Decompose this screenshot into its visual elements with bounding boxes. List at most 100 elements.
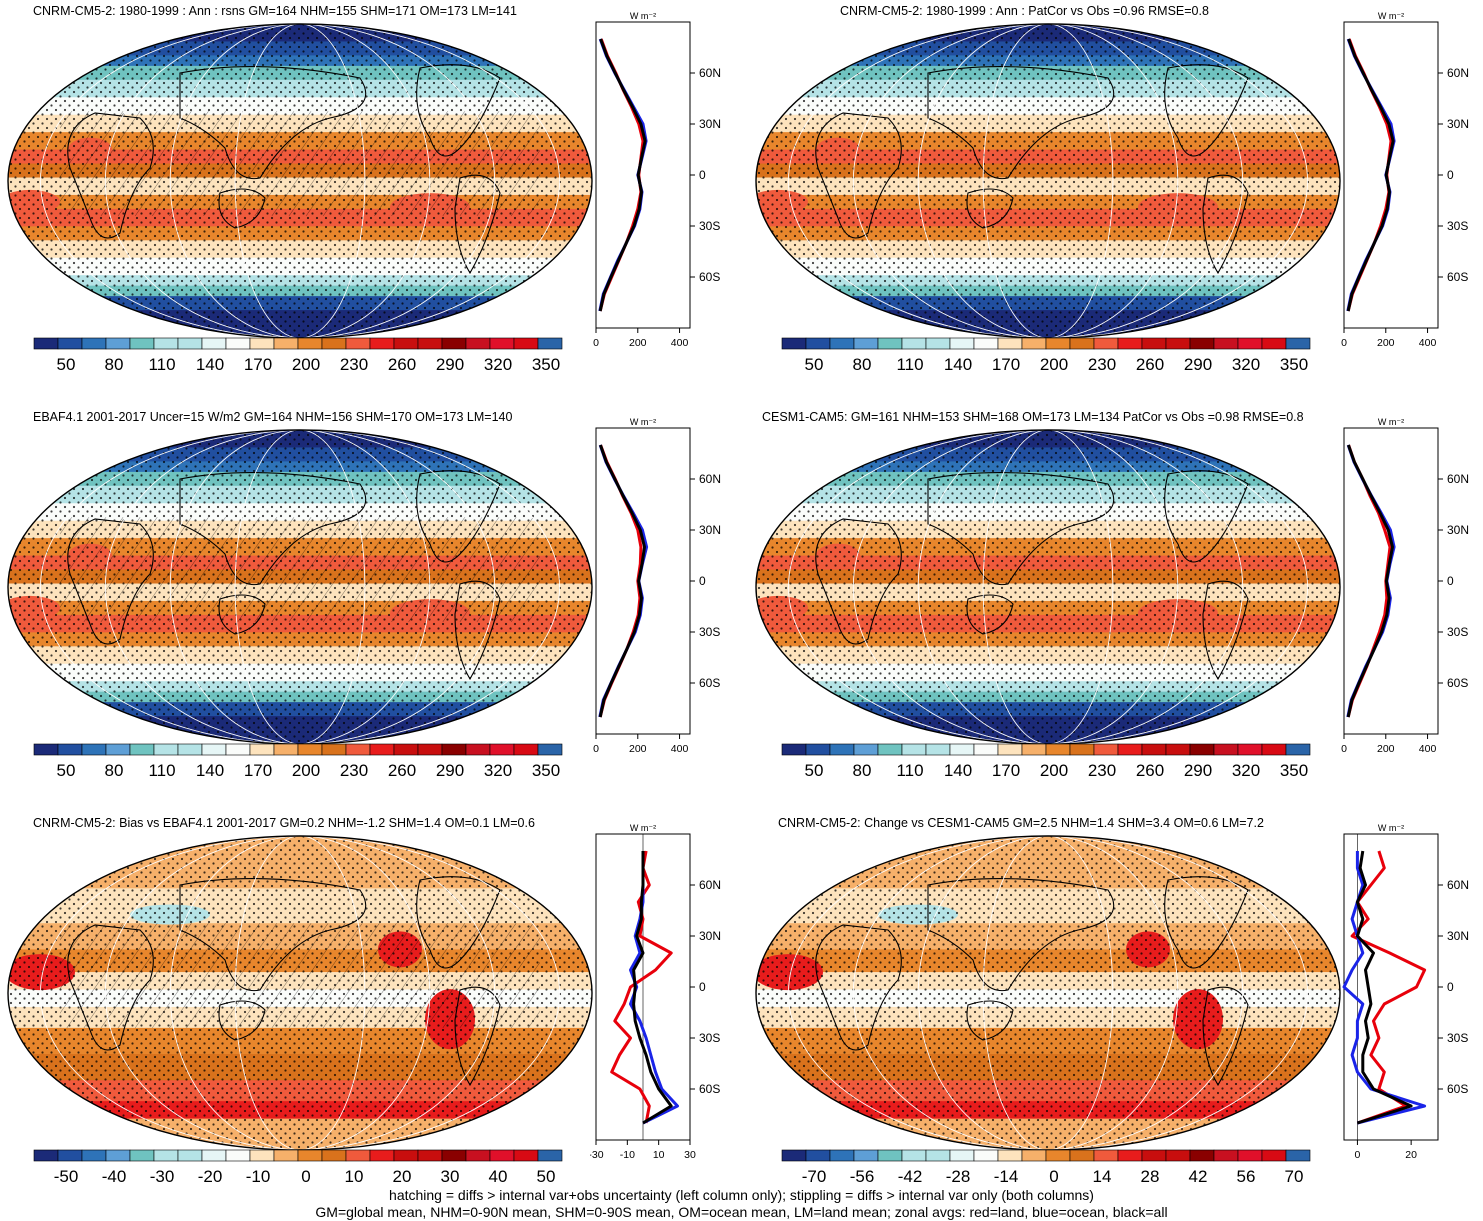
colorbar-box xyxy=(345,1149,371,1162)
colorbar-tick-label: 260 xyxy=(388,355,416,374)
colorbar-tick-label: 260 xyxy=(1136,355,1164,374)
colorbar-tick-label: -14 xyxy=(994,1167,1019,1186)
zonal-ytick-label: 0 xyxy=(1447,980,1454,994)
colorbar-box xyxy=(781,1149,807,1162)
colorbar-box xyxy=(1261,337,1287,350)
graticule-line xyxy=(982,24,1114,338)
colorbar-tick-label: 80 xyxy=(853,355,872,374)
colorbar-box xyxy=(441,337,467,350)
graticule-line xyxy=(169,836,431,1150)
colorbar-box xyxy=(273,337,299,350)
graticule-line xyxy=(169,24,431,338)
zonal-xtick-label: 0 xyxy=(1341,743,1347,755)
colorbar-tick-label: 110 xyxy=(896,355,923,374)
colorbar-box xyxy=(537,1149,563,1162)
colorbar-box xyxy=(153,743,179,756)
colorbar-box xyxy=(1069,337,1095,350)
colorbar-box xyxy=(201,1149,227,1162)
map-field xyxy=(8,836,592,1150)
colorbar-box xyxy=(1045,1149,1071,1162)
zonal-ytick-label: 30S xyxy=(1447,625,1468,639)
colorbar-box xyxy=(1069,743,1095,756)
colorbar-box xyxy=(33,743,59,756)
world-map xyxy=(7,835,593,1151)
colorbar-box xyxy=(129,337,155,350)
graticule-line xyxy=(104,430,496,744)
colorbar-box xyxy=(1069,1149,1095,1162)
colorbar-box xyxy=(1045,743,1071,756)
zonal-ytick-label: 30S xyxy=(699,219,720,233)
colorbar-tick-label: -20 xyxy=(198,1167,223,1186)
colorbar-tick-label: 350 xyxy=(532,761,560,780)
colorbar-tick-label: 290 xyxy=(1184,761,1212,780)
colorbar-box xyxy=(297,743,323,756)
colorbar-box xyxy=(417,743,443,756)
colorbar-box xyxy=(1093,337,1119,350)
colorbar-box xyxy=(1165,1149,1191,1162)
colorbar-box xyxy=(249,1149,275,1162)
colorbar-tick-label: 50 xyxy=(537,1167,556,1186)
zonal-all-line xyxy=(598,38,647,312)
colorbar-box xyxy=(465,337,491,350)
colorbar-box xyxy=(829,337,855,350)
zonal-ytick-label: 30S xyxy=(699,625,720,639)
colorbar-box xyxy=(1237,1149,1263,1162)
zonal-ytick-label: 30S xyxy=(699,1031,720,1045)
zonal-all-line xyxy=(1346,444,1394,718)
hatching xyxy=(60,923,540,1028)
colorbar-tick-label: 200 xyxy=(1040,761,1068,780)
panel-4: CNRM-CM5-2: Bias vs EBAF4.1 2001-2017 GM… xyxy=(0,812,740,1187)
colorbar-box xyxy=(997,337,1023,350)
colorbar-box xyxy=(225,337,251,350)
colorbar-box xyxy=(877,1149,903,1162)
colorbar-box xyxy=(1141,337,1167,350)
colorbar-box xyxy=(177,1149,203,1162)
colorbar: 50 80 110 140 170 200 230 260 290 320 350 xyxy=(781,743,1311,780)
graticule-line xyxy=(788,430,1308,744)
zonal-xtick-label: 400 xyxy=(1419,337,1437,349)
zonal-ytick-label: 0 xyxy=(1447,574,1454,588)
colorbar-tick-label: -50 xyxy=(54,1167,79,1186)
colorbar-box xyxy=(1117,1149,1143,1162)
colorbar-box xyxy=(1093,1149,1119,1162)
colorbar-box xyxy=(1285,337,1311,350)
colorbar-box xyxy=(1285,743,1311,756)
colorbar-tick-label: -10 xyxy=(246,1167,271,1186)
zonal-unit-label: W m⁻² xyxy=(630,11,656,21)
zonal-xtick-label: -10 xyxy=(620,1149,635,1161)
world-map xyxy=(755,429,1341,745)
map-field xyxy=(8,24,592,338)
zonal-xtick-label: 0 xyxy=(1341,337,1347,349)
colorbar-tick-label: 290 xyxy=(436,761,464,780)
colorbar-box xyxy=(225,743,251,756)
colorbar-box xyxy=(1189,1149,1215,1162)
colorbar-box xyxy=(177,743,203,756)
zonal-ytick-label: 30N xyxy=(1447,929,1469,943)
colorbar-box xyxy=(369,1149,395,1162)
colorbar-box xyxy=(81,1149,107,1162)
colorbar: -70 -56 -42 -28 -14 0 14 28 42 56 70 xyxy=(781,1149,1311,1186)
colorbar-box xyxy=(805,743,831,756)
colorbar-box xyxy=(273,1149,299,1162)
stippling xyxy=(756,836,1340,1150)
zonal-ytick-label: 0 xyxy=(699,980,706,994)
colorbar-box xyxy=(105,743,131,756)
map-field xyxy=(8,430,592,744)
zonal-ytick-label: 30N xyxy=(1447,523,1469,537)
panel-1: CNRM-CM5-2: 1980-1999 : Ann : PatCor vs … xyxy=(748,0,1483,395)
hatching xyxy=(60,517,540,622)
colorbar-tick-label: 350 xyxy=(1280,761,1308,780)
colorbar-box xyxy=(249,743,275,756)
stippling xyxy=(756,430,1340,744)
colorbar-box xyxy=(1261,743,1287,756)
colorbar-tick-label: -40 xyxy=(102,1167,127,1186)
colorbar-box xyxy=(1093,743,1119,756)
colorbar-box xyxy=(393,1149,419,1162)
colorbar-box xyxy=(81,743,107,756)
colorbar-box xyxy=(201,337,227,350)
colorbar-box xyxy=(321,337,347,350)
colorbar-tick-label: 56 xyxy=(1237,1167,1256,1186)
colorbar-box xyxy=(1189,743,1215,756)
colorbar-box xyxy=(853,337,879,350)
zonal-xtick-label: 0 xyxy=(1355,1149,1361,1161)
